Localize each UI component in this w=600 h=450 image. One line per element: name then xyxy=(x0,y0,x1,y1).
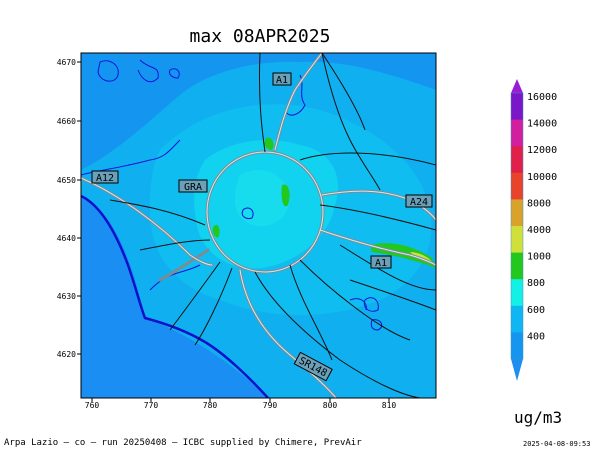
x-tick-label: 770 xyxy=(144,401,159,410)
legend-colorbar xyxy=(510,79,524,381)
legend-level-label: 14000 xyxy=(527,119,557,130)
legend-swatch xyxy=(511,252,523,280)
legend-level-label: 8000 xyxy=(527,198,551,209)
legend-level-label: 16000 xyxy=(527,92,557,103)
legend-swatch xyxy=(511,226,523,254)
legend-level-label: 1000 xyxy=(527,252,551,263)
legend-outline xyxy=(510,92,524,360)
legend-level-label: 400 xyxy=(527,331,545,342)
hotspot-west xyxy=(212,224,220,238)
hotspot-north xyxy=(264,137,274,150)
y-tick-label: 4640 xyxy=(57,234,76,243)
hotspot-east xyxy=(281,184,290,207)
y-tick-label: 4620 xyxy=(57,350,76,359)
legend-level-label: 12000 xyxy=(527,145,557,156)
map-frame xyxy=(80,52,437,399)
timestamp: 2025-04-08-09:53 xyxy=(523,440,591,448)
x-tick-label: 780 xyxy=(203,401,218,410)
legend-arrow-top xyxy=(511,79,523,93)
minor-roads xyxy=(109,53,436,398)
x-axis: 760 770 780 790 800 810 xyxy=(85,398,397,410)
unit-label: ug/m3 xyxy=(514,408,563,427)
legend-level-label: 10000 xyxy=(527,172,557,183)
legend-labels: 16000 14000 12000 10000 8000 4000 1000 800 600 40… xyxy=(527,92,557,342)
legend-arrow-bottom xyxy=(511,359,523,381)
road-label-a24: A24 xyxy=(410,197,428,208)
map-title: max 08APR2025 xyxy=(189,26,331,47)
legend-level-label: 800 xyxy=(527,278,545,289)
road-label-a12: A12 xyxy=(96,173,114,184)
road-label-a1-south: A1 xyxy=(375,258,387,269)
x-tick-label: 800 xyxy=(323,401,338,410)
legend-level-label: 4000 xyxy=(527,225,551,236)
y-tick-label: 4660 xyxy=(57,117,76,126)
road-label-a1-north: A1 xyxy=(276,75,288,86)
legend-swatch xyxy=(511,146,523,174)
y-tick-label: 4650 xyxy=(57,176,76,185)
footer-credits: Arpa Lazio — co — run 20250408 — ICBC su… xyxy=(4,438,362,448)
y-tick-label: 4670 xyxy=(57,58,76,67)
legend-level-label: 600 xyxy=(527,305,545,316)
coastline xyxy=(81,194,269,398)
road-label-gra: GRA xyxy=(184,182,202,193)
legend-swatch xyxy=(511,305,523,333)
x-tick-label: 810 xyxy=(382,401,397,410)
y-axis: 4670 4660 4650 4640 4630 4620 xyxy=(57,58,81,359)
legend-swatch xyxy=(511,199,523,227)
x-tick-label: 760 xyxy=(85,401,100,410)
y-tick-label: 4630 xyxy=(57,292,76,301)
legend-swatch xyxy=(511,93,523,121)
sea-area xyxy=(81,195,268,398)
x-tick-label: 790 xyxy=(263,401,278,410)
legend-swatch xyxy=(511,279,523,307)
legend-swatch xyxy=(511,172,523,200)
legend-swatch xyxy=(511,332,523,360)
legend-swatch xyxy=(511,119,523,147)
